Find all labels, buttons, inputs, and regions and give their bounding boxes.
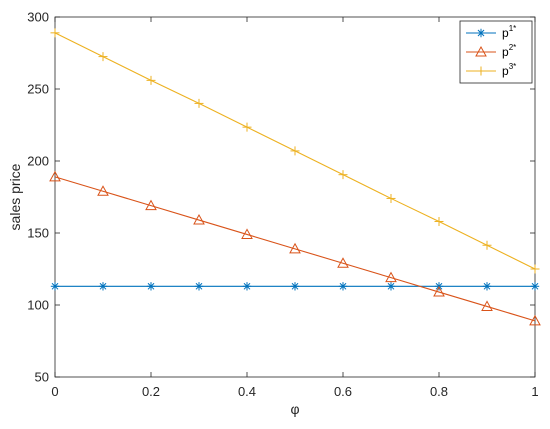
legend-label-superscript: 1* [509,24,517,33]
legend-label-superscript: 2* [509,43,517,52]
data-point [529,314,541,326]
data-point [434,216,444,226]
data-point [385,271,397,283]
data-point [50,28,60,38]
data-point [242,122,252,132]
data-point [98,282,108,291]
series-3 [50,28,540,274]
series-1 [50,282,540,291]
x-tick-label: 0.6 [334,384,352,399]
x-tick-label: 0.8 [430,384,448,399]
x-tick-label: 0 [51,384,58,399]
x-axis-label: φ [290,401,299,417]
data-point [193,214,205,225]
data-point [145,199,157,211]
data-point [194,98,204,108]
series-2 [49,170,541,326]
data-point [338,282,348,291]
data-point [49,170,61,182]
series-line [54,176,536,322]
y-tick-label: 200 [27,154,49,169]
legend-marker [475,45,487,57]
data-point [97,185,109,196]
plot-area [54,16,536,378]
data-point [482,282,492,291]
y-tick-label: 300 [27,10,49,25]
legend-entry: p1* [466,24,516,40]
data-point [386,193,396,203]
data-point [98,52,108,62]
data-point [481,300,493,311]
legend-marker [476,66,486,76]
legend-label-base: p [502,64,509,78]
legend-entry: p2* [466,43,516,59]
legend-label: p1* [502,24,516,40]
y-tick-label: 100 [27,298,49,313]
data-point [433,286,445,297]
data-point [337,257,349,268]
data-point [386,282,396,291]
legend-label-base: p [502,45,509,59]
legend-label-superscript: 3* [509,62,517,71]
data-point [146,282,156,291]
data-point [530,282,540,291]
data-point [290,146,300,156]
data-point [241,228,253,239]
data-point [194,282,204,291]
legend-marker [476,28,486,38]
data-point [482,240,492,250]
y-axis-label: sales price [7,163,23,230]
data-point [146,75,156,85]
x-tick-label: 0.2 [142,384,160,399]
data-point [338,170,348,180]
y-tick-label: 50 [35,370,49,385]
legend-label: p3* [502,62,516,78]
data-point [530,264,540,274]
y-tick-label: 150 [27,226,49,241]
y-tick-label: 250 [27,82,49,97]
legend-entry: p3* [466,62,516,78]
legend-label: p2* [502,43,516,59]
legend-label-base: p [502,26,509,40]
series-layer [49,28,541,326]
x-tick-label: 0.4 [238,384,256,399]
data-point [242,282,252,291]
data-point [290,282,300,291]
data-point [50,282,60,291]
legend: p1*p2*p3* [459,20,533,84]
x-tick-label: 1 [531,384,538,399]
data-point [289,242,301,254]
